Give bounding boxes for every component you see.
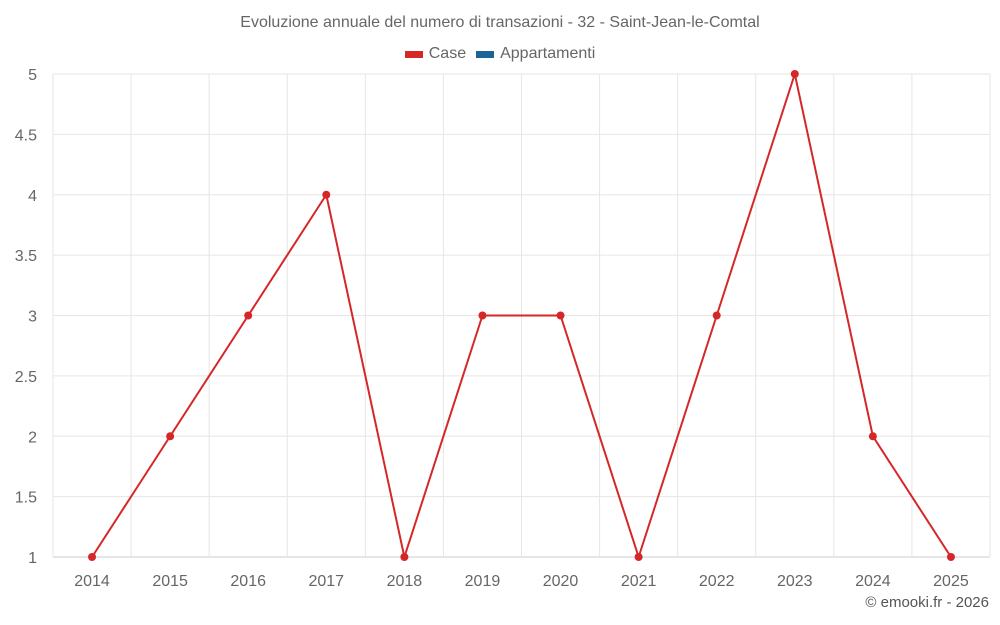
legend-item-case[interactable]: Case	[404, 45, 467, 63]
y-tick-label: 3.5	[15, 248, 37, 265]
x-tick-label: 2020	[543, 573, 579, 590]
legend-item-appartamenti[interactable]: Appartamenti	[476, 45, 595, 63]
y-tick-label: 3	[28, 309, 37, 326]
data-point[interactable]	[712, 311, 721, 320]
y-tick-label: 4.5	[15, 127, 37, 144]
y-tick-label: 4	[28, 188, 37, 205]
data-point[interactable]	[88, 553, 97, 561]
data-point[interactable]	[634, 553, 643, 561]
x-tick-label: 2023	[777, 573, 813, 590]
y-tick-label: 5	[28, 67, 37, 84]
legend: Case Appartamenti	[0, 45, 1000, 63]
data-point[interactable]	[322, 190, 331, 199]
y-tick-label: 2.5	[15, 369, 37, 386]
data-point[interactable]	[400, 553, 409, 561]
legend-label-appartamenti: Appartamenti	[500, 45, 596, 62]
data-point[interactable]	[790, 70, 799, 78]
data-point[interactable]	[946, 553, 955, 561]
data-point[interactable]	[166, 432, 175, 441]
data-point[interactable]	[478, 311, 487, 320]
x-tick-label: 2025	[933, 573, 969, 590]
y-tick-label: 2	[28, 429, 37, 446]
x-tick-label: 2014	[74, 573, 110, 590]
x-tick-label: 2019	[465, 573, 501, 590]
x-tick-label: 2015	[152, 573, 188, 590]
data-point[interactable]	[244, 311, 253, 320]
x-tick-label: 2021	[621, 573, 657, 590]
x-tick-label: 2016	[230, 573, 266, 590]
data-point[interactable]	[868, 432, 877, 441]
x-tick-label: 2024	[855, 573, 891, 590]
legend-label-case: Case	[428, 45, 467, 62]
legend-swatch-appartamenti	[476, 50, 495, 58]
chart-title: Evoluzione annuale del numero di transaz…	[240, 14, 760, 31]
series-line-case	[91, 73, 952, 558]
data-point[interactable]	[556, 311, 565, 320]
x-tick-label: 2017	[308, 573, 344, 590]
x-tick-label: 2018	[387, 573, 423, 590]
y-tick-label: 1.5	[15, 490, 37, 507]
credit-text: © emooki.fr - 2026	[865, 594, 989, 611]
x-tick-label: 2022	[699, 573, 735, 590]
legend-swatch-case	[404, 50, 423, 58]
y-tick-label: 1	[28, 550, 37, 567]
